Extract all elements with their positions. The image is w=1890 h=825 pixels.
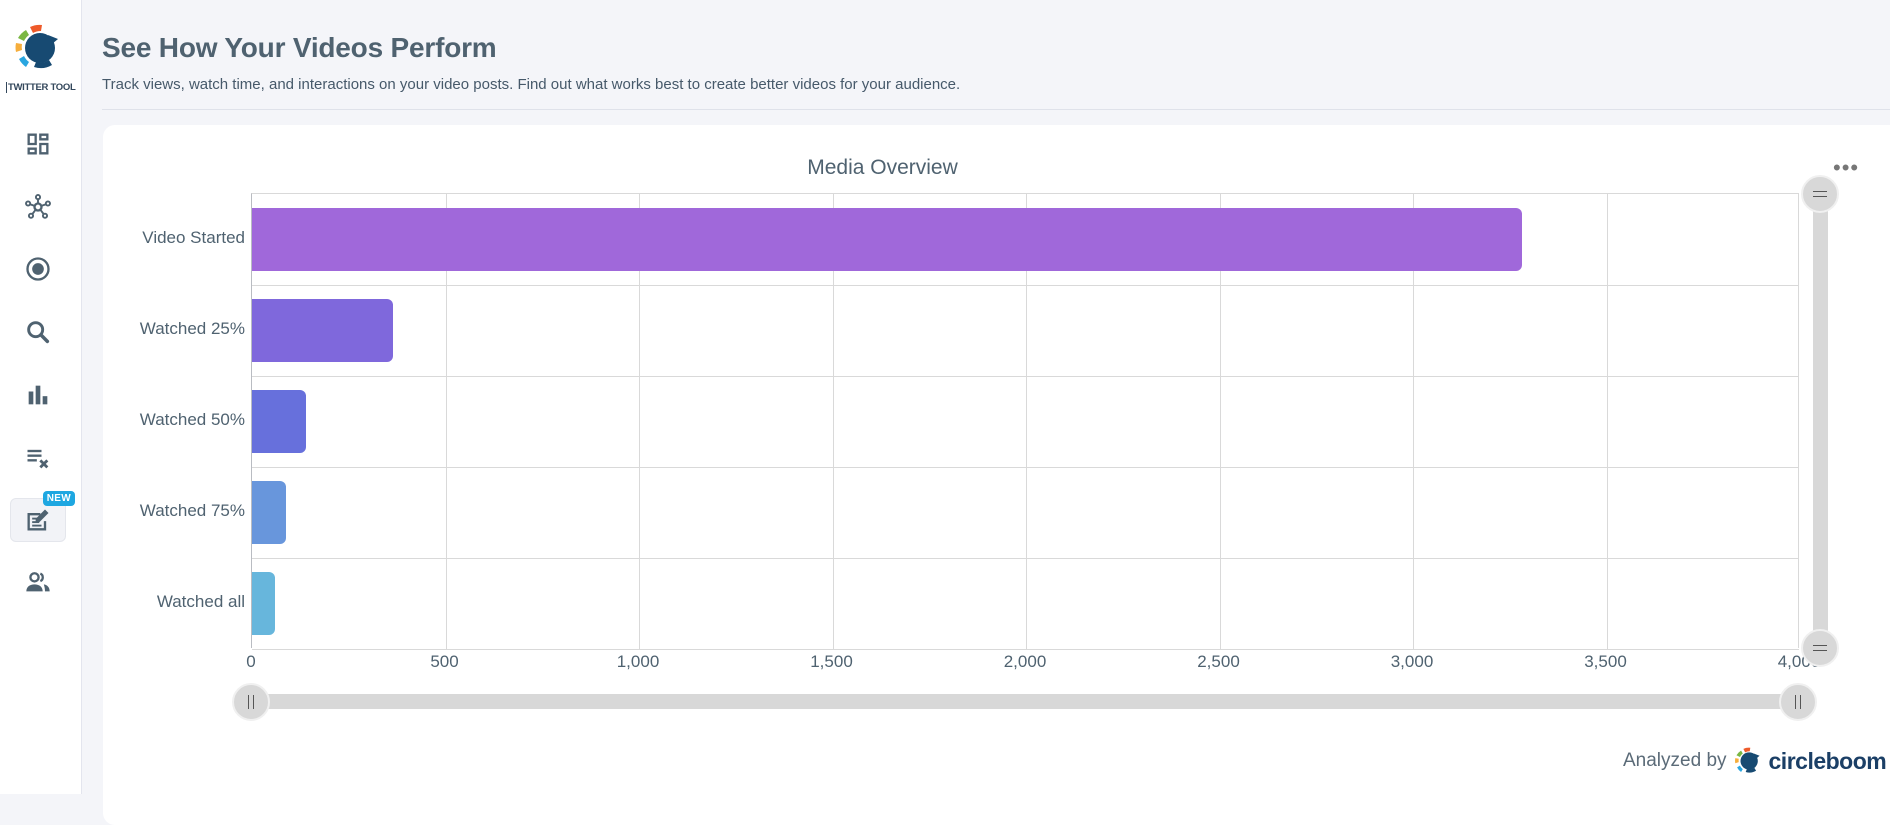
sidebar-item-analytics[interactable] xyxy=(10,373,66,417)
bar-watched-75-[interactable] xyxy=(252,480,287,545)
category-label: Watched all xyxy=(156,591,245,611)
horizontal-gridline xyxy=(252,467,1799,468)
x-tick-label: 3,000 xyxy=(1390,652,1434,671)
vertical-gridline xyxy=(639,194,640,649)
sidebar-item-clear-list[interactable] xyxy=(10,436,66,480)
analyzed-by-label: Analyzed by xyxy=(1623,750,1727,771)
x-tick-label: 2,500 xyxy=(1197,652,1240,671)
network-icon xyxy=(25,194,51,219)
clear-list-icon xyxy=(27,449,49,469)
bar-chart-icon xyxy=(28,385,48,405)
horizontal-gridline xyxy=(252,376,1799,377)
record-icon xyxy=(26,257,50,281)
bar-watched-50-[interactable] xyxy=(252,389,307,454)
horizontal-gridline xyxy=(252,649,1799,650)
sidebar-item-dashboard[interactable] xyxy=(10,122,66,166)
new-badge: NEW xyxy=(42,491,75,506)
vertical-zoom-handle-top[interactable] xyxy=(1801,175,1839,213)
users-icon xyxy=(26,572,50,592)
vertical-gridline xyxy=(1413,194,1414,649)
analyzed-by-footer: Analyzed by circleboom xyxy=(1623,746,1887,776)
category-label: Watched 25% xyxy=(139,318,245,338)
vertical-gridline xyxy=(1026,194,1027,649)
bar-watched-25-[interactable] xyxy=(252,298,393,363)
circleboom-logo-icon[interactable] xyxy=(12,22,64,74)
page-title: See How Your Videos Perform xyxy=(102,32,497,63)
x-tick-label: 1,000 xyxy=(616,652,660,671)
vertical-zoom-scrollbar[interactable] xyxy=(1813,193,1828,648)
header-divider xyxy=(102,109,1890,110)
x-tick-label: 0 xyxy=(246,652,256,671)
category-label: Watched 50% xyxy=(139,409,245,429)
bar-video-started[interactable] xyxy=(252,207,1523,272)
vertical-gridline xyxy=(1219,194,1221,649)
search-icon xyxy=(27,321,50,344)
sidebar-item-record[interactable] xyxy=(10,247,66,291)
vertical-gridline xyxy=(832,194,834,649)
chart-plot-area xyxy=(251,193,1799,650)
sidebar: TWITTER TOOL NEW xyxy=(0,0,82,794)
category-label: Watched 75% xyxy=(139,500,245,520)
horizontal-zoom-scrollbar[interactable] xyxy=(251,694,1799,709)
chart-menu-button[interactable]: ••• xyxy=(1833,155,1860,180)
horizontal-zoom-handle-left[interactable] xyxy=(232,683,270,721)
circleboom-brand-icon xyxy=(1734,747,1760,773)
bar-watched-all[interactable] xyxy=(252,571,276,636)
edit-note-icon xyxy=(27,509,49,531)
x-tick-label: 500 xyxy=(430,652,459,671)
chart-title: Media Overview xyxy=(807,156,958,179)
category-label: Video Started xyxy=(142,227,245,247)
sidebar-item-network[interactable] xyxy=(10,185,66,229)
x-tick-label: 2,000 xyxy=(1003,652,1047,671)
dashboard-icon xyxy=(27,133,49,155)
x-tick-label: 3,500 xyxy=(1584,652,1627,671)
logo-text: TWITTER TOOL xyxy=(6,82,76,93)
sidebar-item-search[interactable] xyxy=(10,310,66,354)
page-subtitle: Track views, watch time, and interaction… xyxy=(102,76,961,93)
x-tick-label: 1,500 xyxy=(810,652,853,671)
vertical-zoom-handle-bottom[interactable] xyxy=(1801,629,1839,667)
vertical-gridline xyxy=(445,194,447,649)
horizontal-gridline xyxy=(252,558,1799,559)
horizontal-zoom-handle-right[interactable] xyxy=(1779,683,1817,721)
circleboom-brand-name[interactable]: circleboom xyxy=(1768,747,1887,774)
vertical-gridline xyxy=(1606,194,1608,649)
horizontal-gridline xyxy=(252,285,1799,286)
sidebar-item-post-editor[interactable]: NEW xyxy=(10,491,75,542)
sidebar-item-users[interactable] xyxy=(10,560,66,604)
